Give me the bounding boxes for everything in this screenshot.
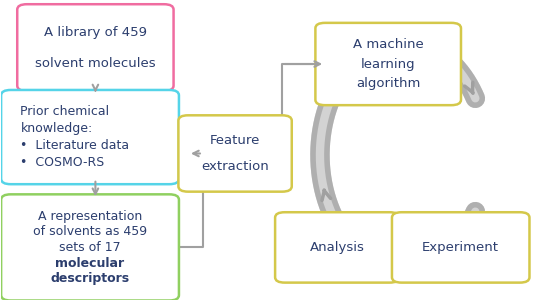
FancyBboxPatch shape bbox=[178, 115, 292, 192]
Text: of solvents as 459: of solvents as 459 bbox=[33, 225, 147, 238]
Text: algorithm: algorithm bbox=[356, 77, 420, 90]
Text: Feature: Feature bbox=[210, 134, 260, 147]
Text: A machine: A machine bbox=[353, 38, 423, 51]
FancyBboxPatch shape bbox=[1, 194, 179, 300]
Text: extraction: extraction bbox=[201, 160, 269, 173]
FancyBboxPatch shape bbox=[17, 4, 173, 91]
Text: Prior chemical: Prior chemical bbox=[21, 105, 110, 118]
Text: molecular: molecular bbox=[56, 256, 125, 270]
Text: A library of 459: A library of 459 bbox=[44, 26, 147, 39]
Text: descriptors: descriptors bbox=[50, 272, 130, 285]
FancyBboxPatch shape bbox=[392, 212, 530, 283]
FancyBboxPatch shape bbox=[315, 23, 461, 105]
FancyBboxPatch shape bbox=[275, 212, 399, 283]
Text: Experiment: Experiment bbox=[422, 241, 499, 254]
Text: Analysis: Analysis bbox=[310, 241, 364, 254]
Text: sets of 17: sets of 17 bbox=[59, 241, 121, 254]
Text: •  COSMO-RS: • COSMO-RS bbox=[21, 156, 105, 169]
Text: •  Literature data: • Literature data bbox=[21, 139, 130, 152]
Text: learning: learning bbox=[361, 57, 415, 70]
Text: solvent molecules: solvent molecules bbox=[35, 57, 156, 70]
Text: A representation: A representation bbox=[38, 209, 142, 223]
Text: knowledge:: knowledge: bbox=[21, 122, 93, 135]
FancyBboxPatch shape bbox=[1, 90, 179, 184]
